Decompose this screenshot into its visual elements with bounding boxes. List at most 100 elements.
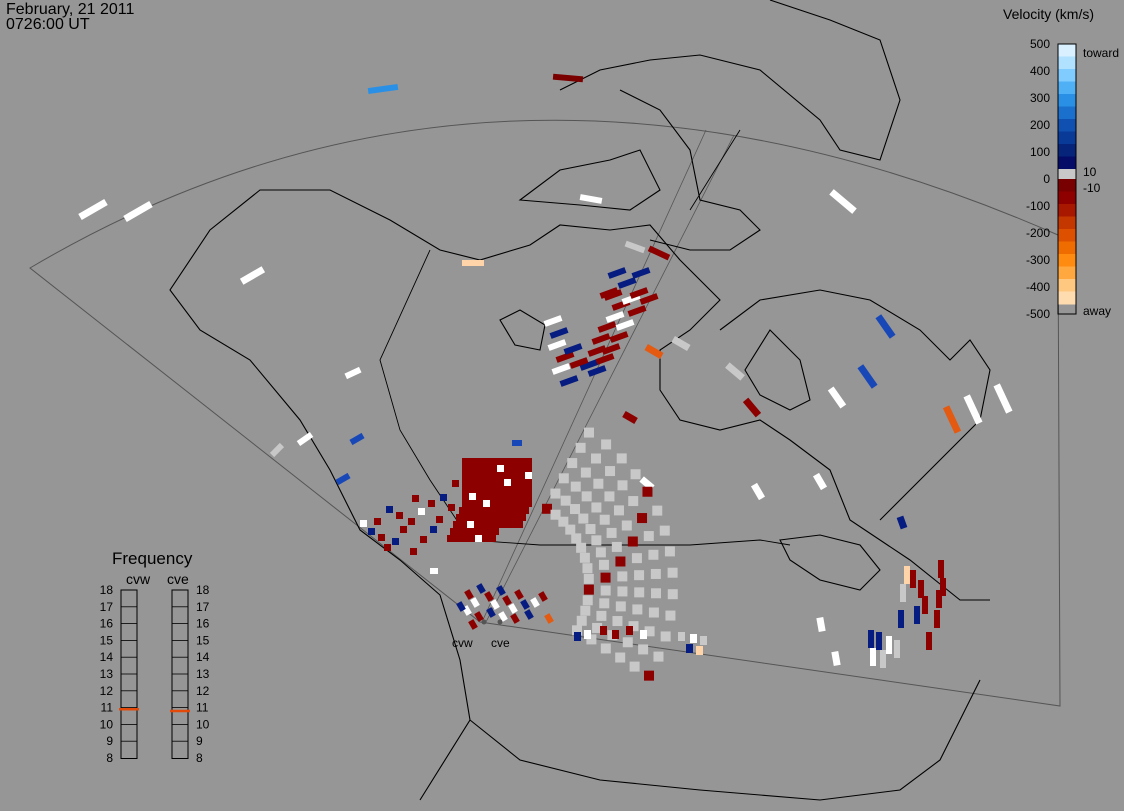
velocity-cell xyxy=(515,507,522,514)
velocity-cell xyxy=(525,479,532,486)
velocity-cell xyxy=(868,630,874,648)
velocity-cell xyxy=(617,586,628,597)
freq-radar-cvw: cvw xyxy=(126,571,151,587)
observation-date: February, 21 2011 xyxy=(6,1,135,18)
velocity-cell xyxy=(643,531,654,542)
velocity-cell xyxy=(491,514,498,521)
velocity-cell xyxy=(630,469,641,480)
velocity-cell xyxy=(587,365,607,377)
velocity-cell xyxy=(497,472,504,479)
velocity-cell xyxy=(512,440,522,446)
velocity-cell xyxy=(511,458,518,465)
velocity-cell xyxy=(454,535,461,542)
velocity-cell xyxy=(567,458,578,469)
political-boundaries xyxy=(379,129,791,546)
velocity-cell xyxy=(629,661,640,672)
velocity-cell xyxy=(558,516,569,527)
velocity-cell xyxy=(530,597,540,608)
velocity-cell xyxy=(469,500,476,507)
velocity-cell xyxy=(484,514,491,521)
velocity-cell xyxy=(400,526,407,533)
velocity-cell xyxy=(469,458,476,465)
velocity-cell xyxy=(448,504,455,511)
velocity-cell xyxy=(570,504,581,515)
velocity-cell xyxy=(550,509,561,520)
velocity-cell xyxy=(525,465,532,472)
velocity-cell xyxy=(926,632,932,650)
velocity-cell xyxy=(464,589,474,600)
velocity-cell xyxy=(648,607,659,618)
velocity-cell xyxy=(605,311,625,323)
velocity-cell xyxy=(634,570,645,581)
frequency-scale-left: 14 xyxy=(100,650,114,664)
velocity-cell xyxy=(569,357,589,369)
velocity-cell xyxy=(612,616,623,627)
velocity-cell xyxy=(504,472,511,479)
velocity-cell xyxy=(483,493,490,500)
velocity-cell xyxy=(462,500,469,507)
velocity-cell xyxy=(617,480,628,491)
velocity-cell xyxy=(502,595,512,606)
velocity-cell xyxy=(570,481,581,492)
velocity-cell xyxy=(481,521,488,528)
velocity-cell xyxy=(511,486,518,493)
colorbar-away-segment xyxy=(1058,279,1076,292)
velocity-cell xyxy=(616,453,627,464)
velocity-cell xyxy=(508,507,515,514)
velocity-cell xyxy=(590,453,601,464)
velocity-cell xyxy=(511,465,518,472)
velocity-cell xyxy=(870,648,876,666)
velocity-cell xyxy=(483,458,490,465)
velocity-cell xyxy=(483,472,490,479)
velocity-cell xyxy=(349,432,365,446)
velocity-cell xyxy=(696,646,703,655)
velocity-cell xyxy=(476,479,483,486)
velocity-cell xyxy=(558,473,569,484)
colorbar-tick-label: 500 xyxy=(1030,37,1050,51)
velocity-cell xyxy=(490,472,497,479)
velocity-cell xyxy=(468,535,475,542)
colorbar-ground-scatter xyxy=(1058,169,1076,179)
velocity-cell xyxy=(750,482,766,501)
frequency-scale-left: 8 xyxy=(106,751,113,765)
velocity-cell xyxy=(936,590,942,608)
colorbar-toward-segment xyxy=(1058,94,1076,107)
velocity-cell xyxy=(518,472,525,479)
velocity-cell xyxy=(412,495,419,502)
frequency-scale-left: 17 xyxy=(100,600,114,614)
velocity-cell xyxy=(525,458,532,465)
velocity-cell xyxy=(686,644,693,653)
velocity-cell xyxy=(452,480,459,487)
velocity-cell xyxy=(650,568,661,579)
velocity-cell xyxy=(518,479,525,486)
velocity-cell xyxy=(420,536,427,543)
velocity-cell xyxy=(586,634,597,645)
velocity-cell xyxy=(511,472,518,479)
frequency-scale-right: 18 xyxy=(196,583,210,597)
field-of-view-outline xyxy=(29,119,1061,707)
velocity-cell xyxy=(447,535,454,542)
freq-radar-cve: cve xyxy=(167,571,189,587)
velocity-cell xyxy=(642,486,653,497)
velocity-cell xyxy=(460,521,467,528)
velocity-cell xyxy=(511,500,518,507)
velocity-cell xyxy=(497,493,504,500)
velocity-cell xyxy=(622,637,633,648)
colorbar-away-segment xyxy=(1058,229,1076,242)
colorbar-tick-label: 400 xyxy=(1030,64,1050,78)
velocity-cell xyxy=(626,626,633,635)
velocity-cell xyxy=(490,465,497,472)
velocity-cell xyxy=(652,505,663,516)
velocity-cell xyxy=(942,405,962,434)
velocity-cell xyxy=(576,542,587,553)
frequency-scale-right: 10 xyxy=(196,717,210,731)
velocity-cell xyxy=(660,631,671,642)
velocity-cell xyxy=(78,198,108,221)
velocity-cell xyxy=(555,351,575,363)
velocity-cell xyxy=(430,526,437,533)
velocity-cell xyxy=(993,383,1013,414)
velocity-cell xyxy=(511,479,518,486)
velocity-cell xyxy=(428,500,435,507)
velocity-cells xyxy=(78,73,1013,681)
velocity-cell xyxy=(476,472,483,479)
